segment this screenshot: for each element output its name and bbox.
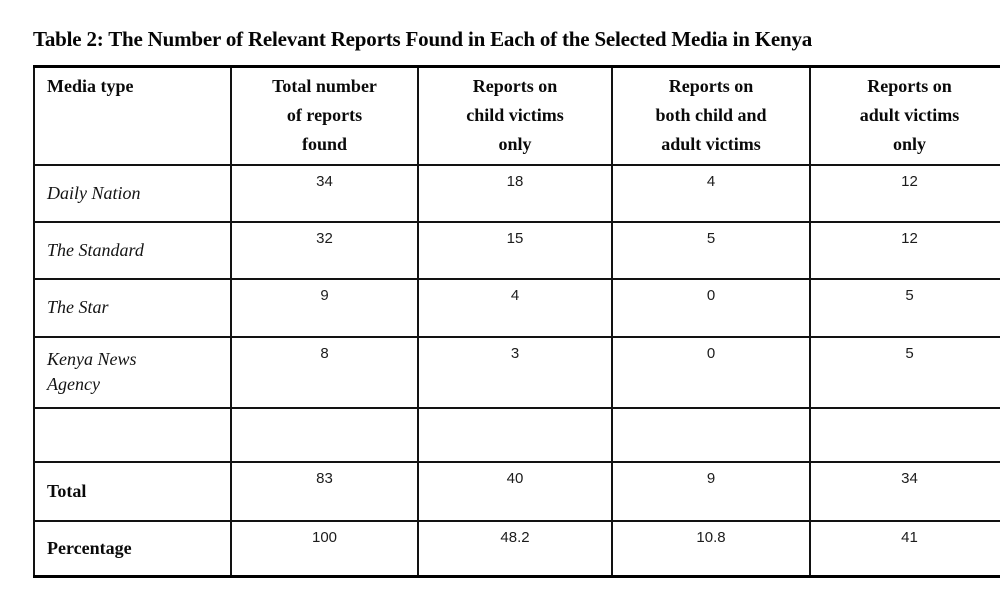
cell-total-reports: 83 [230, 460, 419, 522]
cell-adult-victims: 41 [809, 519, 1000, 578]
table-caption: Table 2: The Number of Relevant Reports … [33, 27, 813, 51]
cell-total-reports: 9 [230, 277, 419, 338]
cell-child-victims [417, 406, 613, 463]
column-header-total-reports: Total number of reports found [230, 65, 419, 166]
cell-total-reports: 100 [230, 519, 419, 578]
cell-total-reports: 34 [230, 163, 419, 223]
row-label-percentage: Percentage [33, 519, 232, 578]
cell-child-victims: 18 [417, 163, 613, 223]
cell-both-victims: 4 [611, 163, 811, 223]
row-label-the-star: The Star [33, 277, 232, 338]
cell-total-reports [230, 406, 419, 463]
cell-adult-victims: 5 [809, 277, 1000, 338]
column-header-adult-victims: Reports on adult victims only [809, 65, 1000, 166]
row-label-total: Total [33, 460, 232, 522]
cell-child-victims: 3 [417, 335, 613, 409]
column-header-media-type: Media type [33, 65, 232, 166]
table-row-the-standard: The Standard 32 15 5 12 [33, 220, 1000, 280]
cell-both-victims: 5 [611, 220, 811, 280]
cell-child-victims: 15 [417, 220, 613, 280]
row-label-the-standard: The Standard [33, 220, 232, 280]
cell-child-victims: 4 [417, 277, 613, 338]
table-row-the-star: The Star 9 4 0 5 [33, 277, 1000, 338]
column-header-child-victims: Reports on child victims only [417, 65, 613, 166]
document-page: Table 2: The Number of Relevant Reports … [33, 27, 1000, 578]
column-header-both-victims: Reports on both child and adult victims [611, 65, 811, 166]
cell-adult-victims: 12 [809, 220, 1000, 280]
row-label-empty [33, 406, 232, 463]
cell-both-victims: 0 [611, 277, 811, 338]
row-label-daily-nation: Daily Nation [33, 163, 232, 223]
table-row-total: Total 83 40 9 34 [33, 460, 1000, 522]
cell-both-victims: 9 [611, 460, 811, 522]
cell-child-victims: 48.2 [417, 519, 613, 578]
cell-total-reports: 32 [230, 220, 419, 280]
table-row-percentage: Percentage 100 48.2 10.8 41 [33, 519, 1000, 578]
cell-both-victims: 0 [611, 335, 811, 409]
cell-total-reports: 8 [230, 335, 419, 409]
table-row-daily-nation: Daily Nation 34 18 4 12 [33, 163, 1000, 223]
table-row-empty [33, 406, 1000, 463]
cell-adult-victims: 5 [809, 335, 1000, 409]
reports-table: Media type Total number of reports found… [33, 65, 1000, 578]
cell-adult-victims [809, 406, 1000, 463]
table-row-kenya-news-agency: Kenya News Agency 8 3 0 5 [33, 335, 1000, 409]
cell-adult-victims: 12 [809, 163, 1000, 223]
cell-both-victims [611, 406, 811, 463]
cell-child-victims: 40 [417, 460, 613, 522]
cell-adult-victims: 34 [809, 460, 1000, 522]
row-label-kenya-news-agency: Kenya News Agency [33, 335, 232, 409]
header-row: Media type Total number of reports found… [33, 65, 1000, 166]
cell-both-victims: 10.8 [611, 519, 811, 578]
